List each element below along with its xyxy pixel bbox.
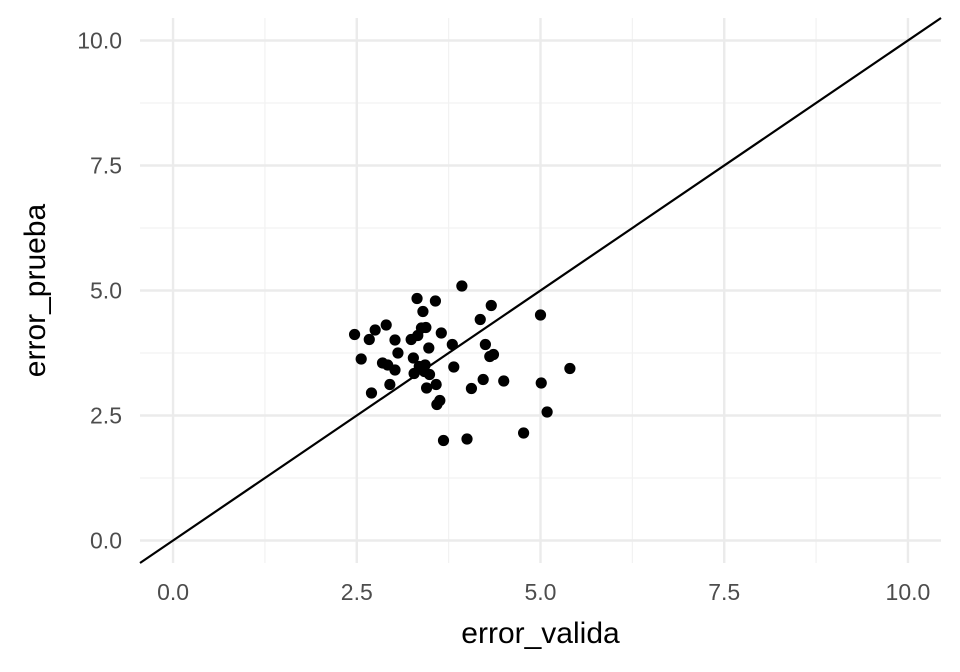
data-point — [355, 353, 367, 365]
data-point — [517, 427, 530, 439]
x-tick-label: 10.0 — [886, 579, 931, 605]
data-point — [407, 352, 419, 364]
data-point — [535, 377, 547, 389]
y-tick-label: 0.0 — [90, 528, 122, 554]
data-point — [369, 324, 381, 336]
data-point — [419, 359, 431, 371]
data-point — [380, 319, 392, 331]
data-point — [417, 305, 429, 318]
data-point — [435, 327, 447, 339]
data-point — [485, 299, 497, 312]
data-point — [348, 328, 361, 341]
data-point — [423, 342, 435, 354]
y-axis-title: error_prueba — [19, 203, 52, 377]
y-tick-label: 5.0 — [90, 278, 122, 304]
y-tick-label: 2.5 — [90, 403, 122, 429]
reference-line-group — [139, 17, 942, 564]
data-point — [392, 347, 404, 359]
data-point — [384, 378, 396, 391]
data-point — [564, 362, 576, 375]
data-point — [479, 338, 491, 351]
data-point — [461, 433, 473, 445]
data-point — [446, 338, 458, 351]
x-tick-label: 0.0 — [157, 579, 189, 605]
data-point — [474, 313, 486, 326]
data-point — [498, 375, 510, 387]
grid — [140, 18, 941, 563]
x-tick-label: 7.5 — [708, 579, 740, 605]
data-point — [389, 334, 401, 346]
data-point — [420, 382, 433, 394]
data-point — [429, 295, 442, 307]
data-point — [389, 364, 401, 376]
data-point — [487, 348, 500, 361]
y-tick-label: 7.5 — [90, 153, 122, 179]
data-point — [411, 292, 423, 305]
x-tick-label: 2.5 — [341, 579, 373, 605]
y-tick-label: 10.0 — [77, 28, 122, 54]
data-point — [434, 394, 446, 407]
y-tick-labels: 0.0 2.5 5.0 7.5 10.0 — [77, 28, 122, 554]
points — [348, 280, 576, 447]
data-point — [456, 280, 468, 292]
x-tick-label: 5.0 — [525, 579, 557, 605]
x-tick-labels: 0.0 2.5 5.0 7.5 10.0 — [157, 579, 930, 605]
data-point — [363, 333, 375, 346]
data-point — [448, 361, 460, 373]
data-point — [465, 382, 478, 395]
x-axis-title: error_valida — [461, 617, 620, 650]
data-point — [541, 406, 553, 418]
data-point — [477, 373, 489, 386]
identity-reference-line — [139, 17, 942, 564]
data-point — [437, 434, 450, 447]
data-point — [420, 321, 432, 334]
data-point — [365, 387, 378, 399]
data-point — [430, 378, 442, 391]
data-point — [534, 309, 547, 321]
data-point — [423, 368, 436, 381]
